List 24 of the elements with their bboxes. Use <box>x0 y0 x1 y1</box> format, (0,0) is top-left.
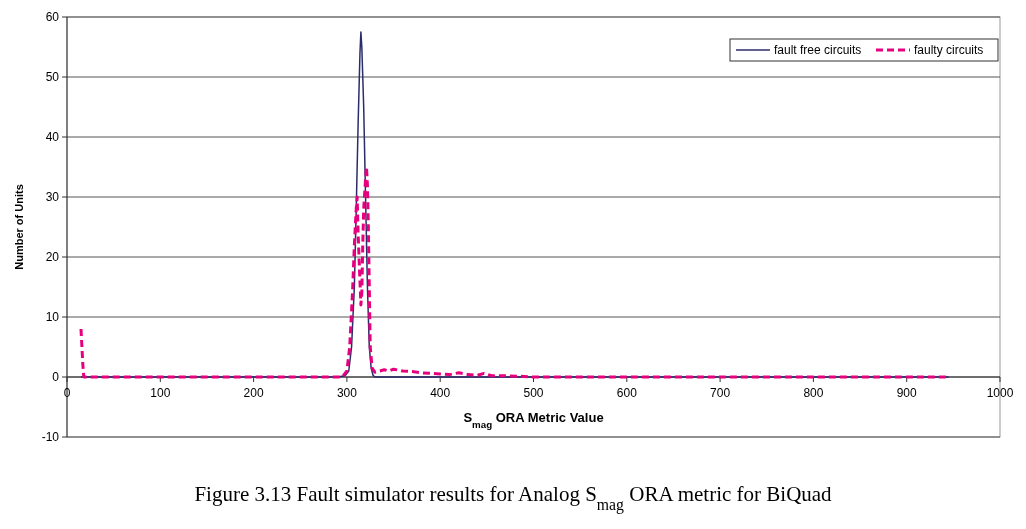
x-tick-label: 0 <box>63 386 71 400</box>
legend-label: faulty circuits <box>914 43 984 58</box>
x-tick-label: 700 <box>710 386 731 400</box>
x-tick-label: 100 <box>150 386 171 400</box>
x-tick-label: 1000 <box>986 386 1014 400</box>
y-tick-label: 50 <box>45 70 60 85</box>
x-axis-title: S$_{mag}$ ORA Metric Value <box>463 410 604 430</box>
y-tick-label: 20 <box>45 250 60 265</box>
x-tick-label: 300 <box>336 386 358 400</box>
x-tick-label: 400 <box>430 386 451 400</box>
x-tick-label: 500 <box>523 386 544 400</box>
caption: Figure 3.13 Fault simulator results for Analog S$_{mag}$ ORA metric for BiQuad <box>194 482 833 514</box>
legend-label: fault free circuits <box>774 43 862 58</box>
x-tick-label: 200 <box>243 386 264 400</box>
x-tick-label: 800 <box>803 386 824 400</box>
y-tick-label: 30 <box>45 190 60 205</box>
y-tick-label: 60 <box>45 10 60 25</box>
y-tick-label: 0 <box>52 370 60 385</box>
y-axis-title: Number of Units <box>13 184 25 270</box>
y-tick-label: 40 <box>45 130 60 145</box>
x-tick-label: 600 <box>616 386 638 400</box>
y-tick-label: 10 <box>45 310 60 325</box>
x-tick-label: 900 <box>896 386 918 400</box>
y-tick-label: -10 <box>41 430 60 445</box>
